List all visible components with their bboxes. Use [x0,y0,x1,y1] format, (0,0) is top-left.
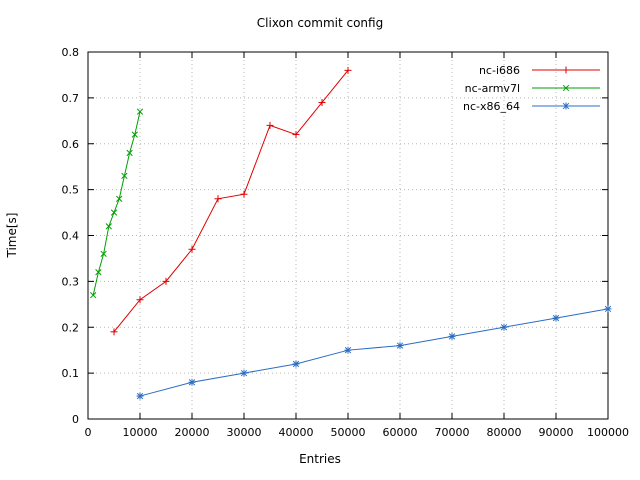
data-point-marker [562,84,570,92]
data-point-marker [116,195,123,202]
legend-sample [532,84,600,92]
data-point-marker [90,291,97,299]
legend-item-nc-armv7l: nc-armv7l [440,79,604,97]
x-axis-label: Entries [299,452,341,466]
data-point-marker [136,392,144,400]
data-point-marker [100,250,107,258]
x-tick-label: 90000 [539,426,574,439]
y-tick-label: 0.6 [62,138,80,151]
data-point-marker [292,360,300,368]
legend-sample [532,102,600,110]
x-tick-label: 10000 [123,426,158,439]
data-point-marker [500,324,508,331]
legend-sample [532,66,600,74]
x-tick-label: 40000 [279,426,314,439]
data-point-marker [552,314,560,322]
data-point-marker [448,333,456,340]
x-tick-label: 80000 [487,426,522,439]
x-tick-label: 30000 [227,426,262,439]
data-point-marker [188,379,196,386]
y-tick-label: 0 [72,413,79,426]
data-point-marker [136,108,144,115]
data-point-marker [131,131,138,138]
data-point-marker [240,369,248,377]
x-tick-label: 60000 [383,426,418,439]
y-tick-label: 0.2 [62,321,80,334]
legend-item-nc-x86_64: nc-x86_64 [440,97,604,115]
data-point-marker [105,223,112,230]
data-point-marker [126,149,133,157]
legend-label: nc-x86_64 [463,99,520,113]
x-tick-label: 70000 [435,426,470,439]
x-tick-label: 20000 [175,426,210,439]
chart-title: Clixon commit config [256,16,384,30]
x-tick-label: 0 [85,426,92,439]
y-tick-label: 0.5 [62,184,80,197]
series-line-nc-i686 [113,70,349,333]
x-tick-label: 50000 [331,426,366,439]
y-tick-label: 0.8 [62,46,80,59]
y-tick-label: 0.7 [62,92,80,105]
data-point-marker [110,209,118,216]
legend: nc-i686 nc-armv7l nc-x86_64 [440,61,604,115]
data-point-marker [95,269,102,276]
data-point-marker [121,172,128,180]
y-tick-label: 0.1 [62,367,80,380]
series-line-nc-armv7l [92,111,141,296]
y-tick-label: 0.4 [62,230,80,243]
legend-label: nc-i686 [478,63,520,77]
series-line-nc-x86_64 [139,308,609,397]
plot-border [87,51,609,420]
y-tick-label: 0.3 [62,275,80,288]
x-tick-label: 100000 [587,426,629,439]
data-point-marker [604,305,612,313]
legend-item-nc-i686: nc-i686 [440,61,604,79]
data-point-marker [396,342,404,349]
data-point-marker [344,347,352,354]
data-point-marker [562,102,570,110]
y-axis-label: Time[s] [5,212,19,258]
legend-label: nc-armv7l [464,81,520,95]
